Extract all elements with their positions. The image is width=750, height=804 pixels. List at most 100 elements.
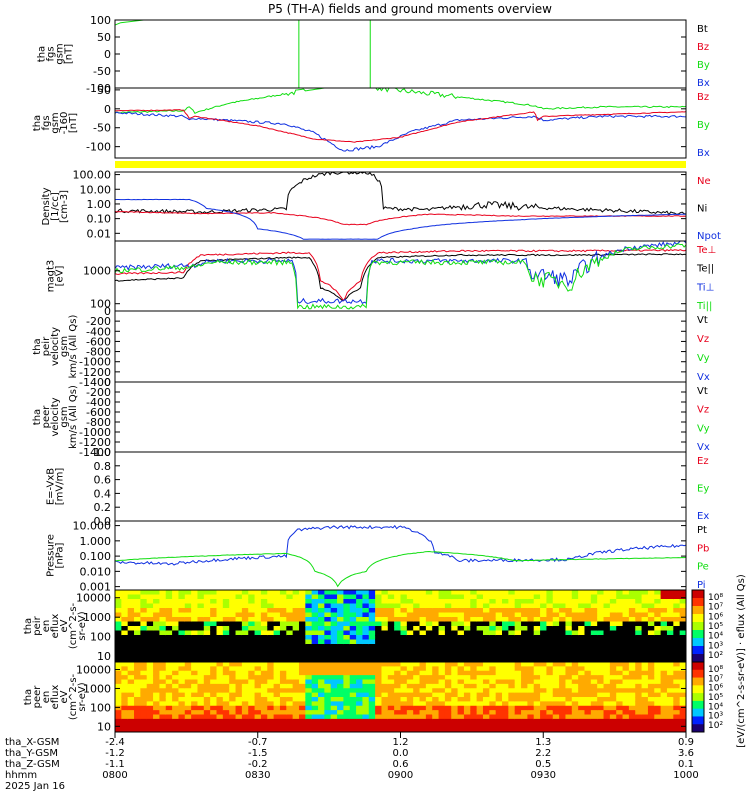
spectrogram-cell: [590, 612, 598, 618]
ytick-label: -200: [86, 386, 111, 399]
spectrogram-cell: [432, 697, 440, 702]
spectrogram-cell: [153, 594, 161, 600]
spectrogram-cell: [635, 666, 643, 672]
spectrogram-cell: [191, 670, 199, 676]
spectrogram-cell: [641, 692, 649, 698]
spectrogram-cell: [248, 670, 256, 676]
spectrogram-cell: [546, 662, 554, 667]
colorbar-segment: [692, 700, 704, 710]
spectrogram-cell: [184, 679, 192, 685]
spectrogram-cell: [590, 590, 598, 596]
spectrogram-cell: [387, 723, 395, 729]
spectrogram-cell: [552, 599, 560, 605]
legend-entry: Bx: [697, 148, 710, 159]
spectrogram-cell: [254, 692, 262, 698]
spectrogram-cell: [292, 608, 300, 614]
spectrogram-cell: [159, 723, 167, 729]
spectrogram-cell: [527, 723, 535, 729]
spectrogram-cell: [394, 701, 402, 707]
spectrogram-cell: [451, 679, 459, 685]
spectrogram-cell: [584, 710, 592, 716]
spectrogram-cell: [495, 679, 503, 685]
spectrogram-cell: [660, 626, 668, 632]
spectrogram-cell: [400, 714, 408, 720]
spectrogram-cell: [432, 608, 440, 614]
spectrogram-cell: [603, 648, 611, 654]
spectrogram-cell: [203, 621, 211, 627]
spectrogram-cell: [343, 723, 351, 729]
spectrogram-cell: [616, 670, 624, 676]
spectrogram-cell: [597, 670, 605, 676]
ylabel-line: tha: [32, 115, 43, 131]
spectrogram-cell: [260, 701, 268, 707]
spectrogram-cell: [495, 697, 503, 702]
spectrogram-cell: [521, 675, 528, 681]
spectrogram-cell: [578, 648, 586, 654]
spectrogram-cell: [387, 590, 395, 596]
spectrogram-cell: [222, 594, 230, 600]
spectrogram-cell: [578, 639, 586, 645]
ytick-label: -1400: [79, 376, 111, 389]
spectrogram-cell: [159, 626, 167, 632]
spectrogram-cell: [216, 710, 224, 716]
spectrogram-cell: [603, 635, 611, 641]
spectrogram-cell: [565, 626, 573, 632]
spectrogram-cell: [590, 594, 598, 600]
spectrogram-cell: [527, 621, 535, 627]
spectrogram-cell: [641, 714, 649, 720]
spectrogram-cell: [337, 683, 344, 689]
spectrogram-cell: [438, 630, 446, 636]
spectrogram-cell: [216, 666, 224, 672]
spectrogram-cell: [184, 710, 192, 716]
spectrogram-cell: [229, 723, 237, 729]
spectrogram-cell: [292, 662, 300, 667]
spectrogram-cell: [578, 727, 586, 732]
spectrogram-cell: [343, 683, 351, 689]
spectrogram-cell: [476, 701, 484, 707]
spectrogram-cell: [635, 621, 643, 627]
spectrogram-cell: [241, 644, 249, 650]
spectrogram-cell: [552, 710, 560, 716]
spectrogram-cell: [565, 635, 573, 641]
spectrogram-cell: [115, 603, 122, 609]
spectrogram-cell: [235, 679, 243, 685]
spectrogram-cell: [394, 657, 402, 662]
spectrogram-cell: [210, 683, 218, 689]
spectrogram-cell: [191, 594, 199, 600]
spectrogram-cell: [330, 635, 338, 641]
spectrogram-cell: [444, 692, 452, 698]
spectrogram-cell: [146, 621, 154, 627]
spectrogram-cell: [260, 683, 268, 689]
spectrogram-cell: [540, 603, 548, 609]
spectrogram-cell: [279, 710, 287, 716]
spectrogram-cell: [660, 714, 668, 720]
spectrogram-cell: [641, 718, 649, 724]
spectrogram-cell: [298, 666, 306, 672]
spectrogram-cell: [279, 679, 287, 685]
ytick-label: 0: [104, 305, 111, 318]
spectrogram-cell: [521, 635, 528, 641]
ytick-label: 1.0: [94, 446, 112, 459]
spectrogram-cell: [362, 653, 370, 659]
spectrogram-cell: [349, 657, 357, 662]
spectrogram-cell: [597, 705, 605, 711]
spectrogram-cell: [305, 675, 313, 681]
spectrogram-cell: [438, 727, 446, 732]
spectrogram-cell: [222, 630, 230, 636]
spectrogram-cell: [489, 692, 497, 698]
spectrogram-cell: [673, 639, 681, 645]
spectrogram-cell: [305, 705, 313, 711]
spectrogram-cell: [267, 662, 275, 667]
spectrogram-cell: [349, 692, 357, 698]
spectrogram-cell: [216, 670, 224, 676]
spectrogram-cell: [400, 594, 408, 600]
spectrogram-cell: [425, 590, 433, 596]
spectrogram-cell: [235, 653, 243, 659]
spectrogram-cell: [210, 670, 218, 676]
ylabel-line: magt3: [46, 260, 57, 293]
spectrogram-cell: [394, 594, 402, 600]
spectrogram-cell: [267, 718, 275, 724]
spectrogram-cell: [552, 697, 560, 702]
ylabel-line: peir: [32, 615, 43, 635]
spectrogram-cell: [559, 710, 567, 716]
